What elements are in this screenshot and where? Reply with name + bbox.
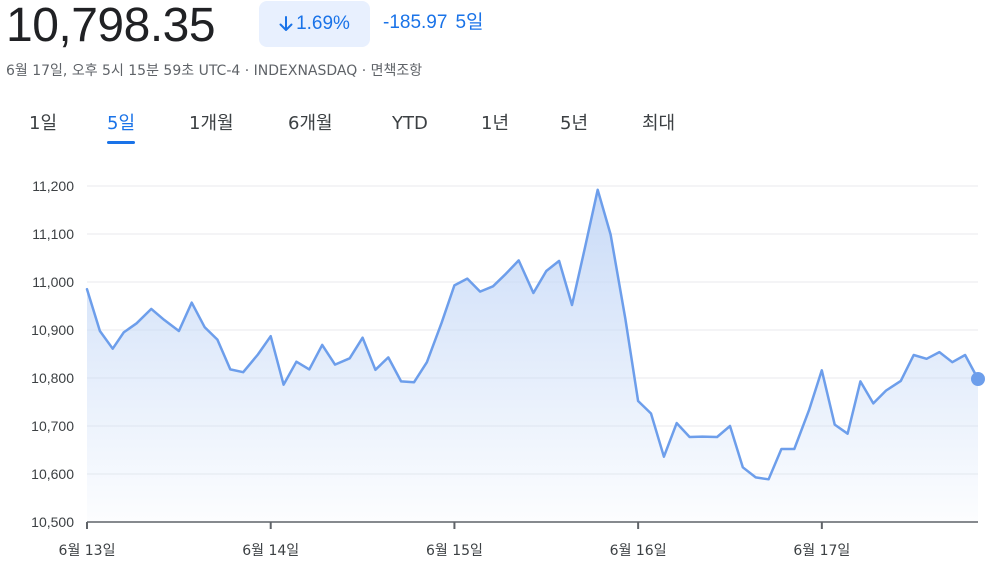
price-chart[interactable]: 11,200 11,100 11,000 10,900 10,800 10,700 10,6… — [0, 160, 989, 566]
absolute-change: -185.97 5일 — [383, 10, 484, 36]
x-axis: 6월 13일 6월 14일 6월 15일 6월 16일 6월 17일 — [59, 521, 978, 559]
tab-ytd[interactable]: YTD — [392, 113, 428, 134]
tab-1y[interactable]: 1년 — [481, 113, 510, 134]
current-price: 10,798.35 — [6, 0, 216, 52]
y-tick-label: 11,200 — [32, 178, 74, 194]
last-price-marker[interactable] — [971, 372, 985, 386]
arrow-down-icon — [279, 16, 293, 31]
tab-5d[interactable]: 5일 — [107, 110, 136, 144]
percent-change-value: 1.69% — [296, 13, 350, 34]
y-tick-label: 10,500 — [31, 514, 74, 530]
y-axis: 11,200 11,100 11,000 10,900 10,800 10,700 10,6… — [31, 178, 74, 530]
y-tick-label: 10,800 — [31, 370, 74, 386]
chart-area-fill — [87, 189, 978, 523]
x-tick-label: 6월 17일 — [793, 543, 850, 559]
x-tick-label: 6월 16일 — [610, 543, 667, 559]
quote-meta: 6월 17일, 오후 5시 15분 59초 UTC-4 · INDEXNASDA… — [6, 63, 423, 79]
y-tick-label: 11,100 — [32, 226, 74, 242]
change-period: 5일 — [455, 12, 484, 33]
x-tick-label: 6월 13일 — [59, 543, 116, 559]
tab-6m[interactable]: 6개월 — [288, 113, 333, 134]
range-tabs: 1일 5일 1개월 6개월 YTD 1년 5년 최대 — [0, 110, 989, 150]
tab-1m[interactable]: 1개월 — [189, 113, 234, 134]
y-tick-label: 10,600 — [31, 466, 74, 482]
y-tick-label: 11,000 — [32, 274, 74, 290]
tab-max[interactable]: 최대 — [642, 113, 676, 134]
tab-1d[interactable]: 1일 — [29, 113, 58, 134]
y-tick-label: 10,900 — [31, 322, 74, 338]
x-tick-label: 6월 15일 — [426, 543, 483, 559]
y-tick-label: 10,700 — [31, 418, 74, 434]
chart-series-line — [85, 188, 980, 481]
absolute-change-value: -185.97 — [383, 12, 448, 33]
percent-change-badge: 1.69% — [259, 1, 370, 47]
tab-5y[interactable]: 5년 — [560, 113, 589, 134]
x-tick-label: 6월 14일 — [242, 543, 299, 559]
